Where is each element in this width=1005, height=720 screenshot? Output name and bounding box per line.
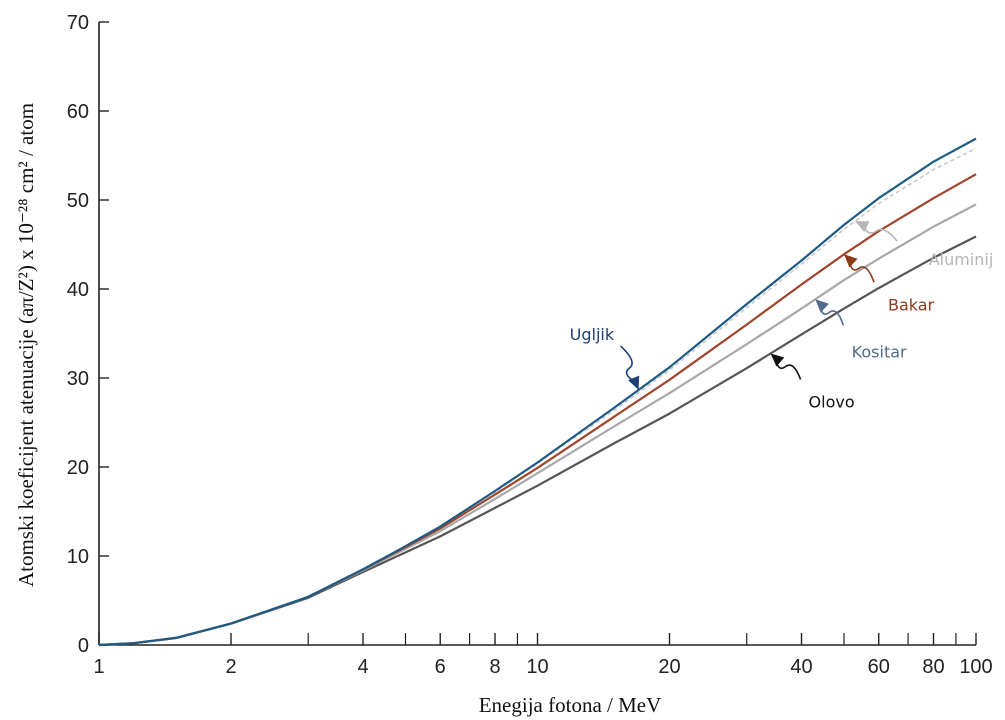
annotation-leader — [861, 224, 898, 242]
series-line-ugljik — [98, 137, 977, 647]
axes: 0 10 20 30 40 50 60 70 1 2 4 6 8 10 20 40 60 80 100 — [67, 12, 993, 678]
x-tick-label: 4 — [357, 656, 368, 678]
series-line-olovo — [98, 235, 977, 647]
annotation-arrowhead — [844, 254, 858, 268]
series-label-kositar: Kositar — [852, 342, 907, 361]
x-tick-label: 40 — [790, 656, 812, 678]
x-tick-label: 1 — [93, 656, 104, 678]
annotation-leader — [620, 345, 636, 383]
y-tick-label: 20 — [67, 457, 89, 479]
y-tick-label: 30 — [67, 368, 89, 390]
x-tick-label: 80 — [922, 656, 944, 678]
annotation-arrowhead — [628, 375, 640, 390]
series-layer — [98, 137, 977, 647]
series-label-aluminij: Aluminij — [929, 250, 994, 269]
annotation-arrowhead — [770, 353, 785, 367]
x-tick-label: 6 — [435, 656, 446, 678]
x-tick-label: 2 — [225, 656, 236, 678]
series-line-kositar — [98, 203, 977, 647]
x-tick-label: 8 — [489, 656, 500, 678]
x-tick-label: 60 — [868, 656, 890, 678]
series-label-bakar: Bakar — [888, 295, 935, 314]
y-tick-label: 10 — [67, 546, 89, 568]
x-tick-label: 10 — [526, 656, 548, 678]
y-axis-title: Atomski koeficijent atenuacije (aπ/Z²) x… — [14, 103, 38, 587]
series-label-olovo: Olovo — [809, 392, 855, 411]
x-tick-label: 100 — [959, 656, 992, 678]
series-label-ugljik: Ugljik — [570, 325, 615, 344]
y-tick-label: 50 — [67, 190, 89, 212]
y-tick-label: 60 — [67, 101, 89, 123]
y-tick-label: 70 — [67, 12, 89, 34]
annotation-arrowhead — [815, 299, 829, 313]
annotation-leader — [848, 259, 875, 283]
annotation-layer: Ugljik Aluminij Bakar Kositar Olovo — [570, 221, 994, 411]
annotation-arrowhead — [855, 221, 870, 233]
y-tick-label: 0 — [78, 635, 89, 657]
x-axis-title: Enegija fotona / MeV — [479, 693, 662, 717]
x-tick-label: 20 — [658, 656, 680, 678]
y-tick-label: 40 — [67, 279, 89, 301]
